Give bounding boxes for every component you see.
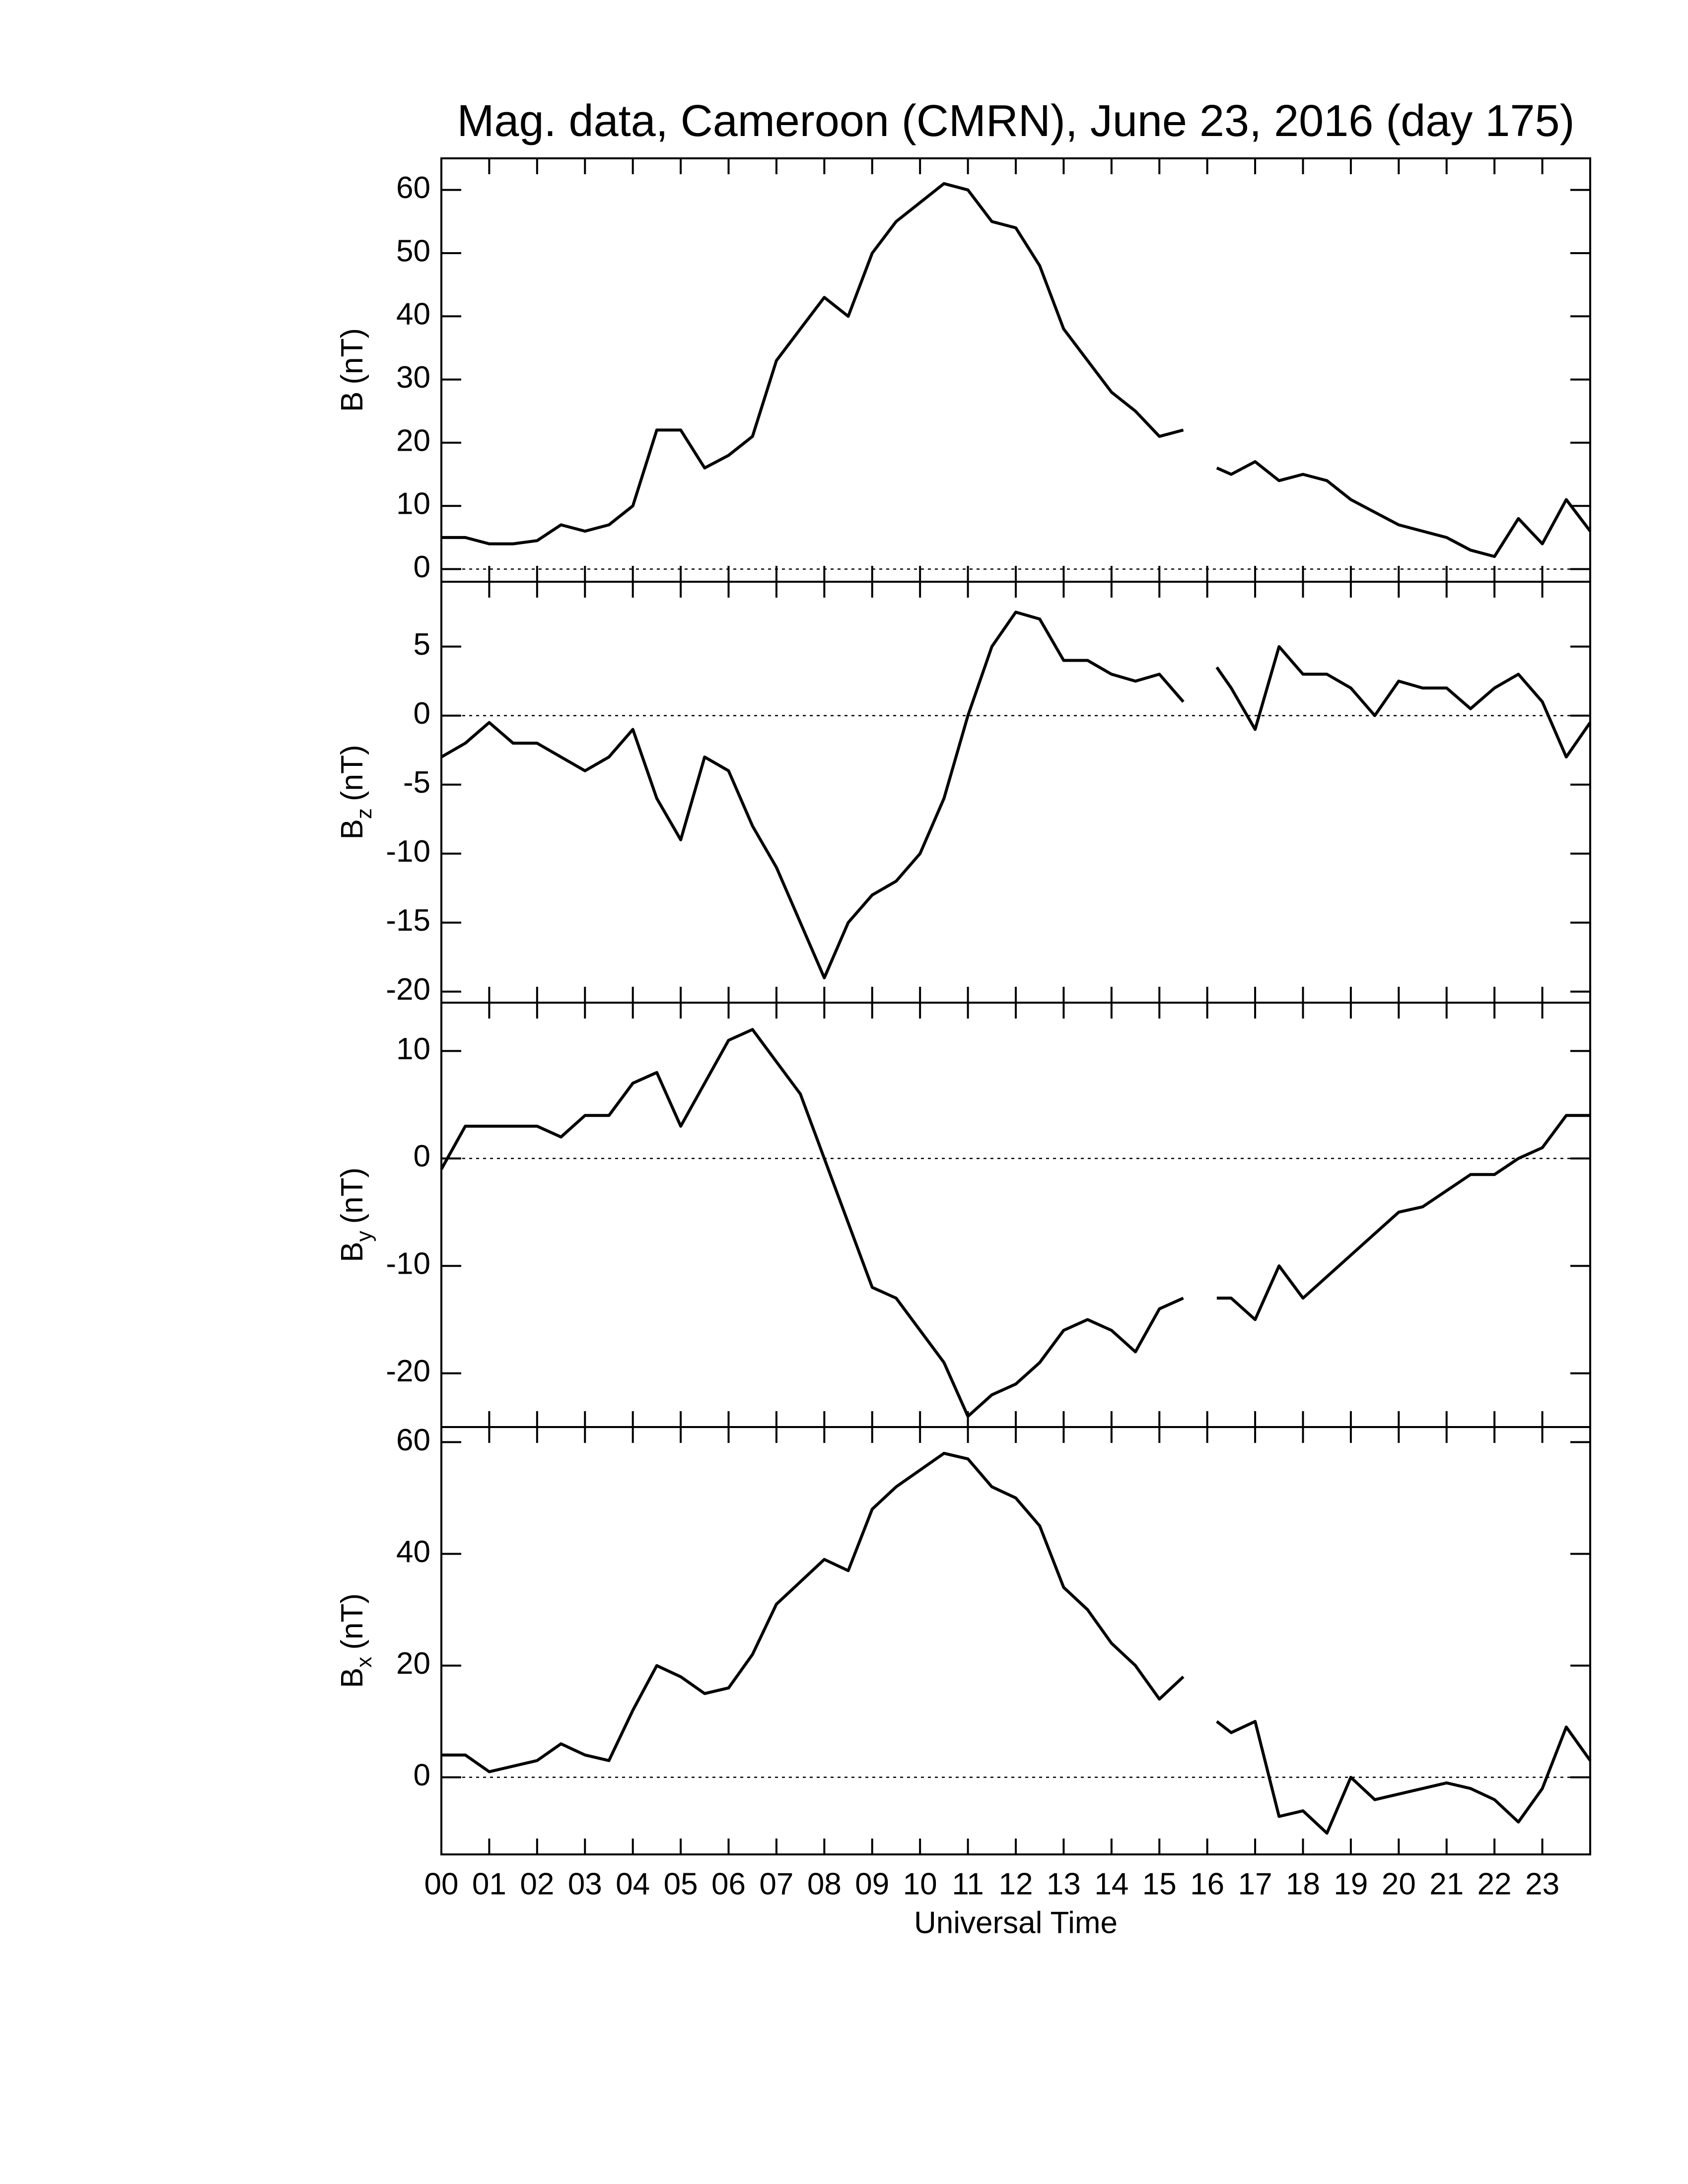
x-tick-label: 21: [1429, 1867, 1464, 1901]
y-axis-label: Bz (nT): [335, 745, 376, 839]
x-tick-label: 01: [472, 1867, 506, 1901]
y-tick-label: -10: [386, 834, 430, 869]
y-tick-label: 40: [396, 1535, 430, 1569]
y-tick-label: 20: [396, 1646, 430, 1681]
y-tick-label: 60: [396, 171, 430, 205]
y-axis-label: By (nT): [335, 1167, 376, 1262]
y-axis-label: B (nT): [335, 328, 369, 412]
y-axis-label-symbol: B: [335, 392, 369, 412]
y-tick-label: 20: [396, 423, 430, 458]
y-axis-label-unit: (nT): [335, 1593, 369, 1650]
y-tick-label: -20: [386, 972, 430, 1007]
x-tick-label: 22: [1477, 1867, 1512, 1901]
y-tick-label: -5: [403, 765, 430, 800]
y-tick-label: 0: [414, 550, 430, 584]
y-axis-label-subscript: z: [352, 808, 376, 819]
panel: 0 10 20 30 40 50 60 B (nT): [335, 157, 1592, 584]
y-tick-label: 30: [396, 360, 430, 395]
panel: -20 -10 0 10 By (nT): [335, 1002, 1591, 1428]
chart-title: Mag. data, Cameroon (CMRN), June 23, 201…: [457, 96, 1574, 146]
data-line: [440, 611, 1592, 979]
x-tick-label: 18: [1286, 1867, 1320, 1901]
y-tick-label: 5: [414, 627, 430, 662]
y-tick-label: -10: [386, 1247, 430, 1281]
y-tick-label: 0: [414, 696, 430, 731]
y-tick-label: 10: [396, 487, 430, 521]
y-axis-label-subscript: x: [352, 1657, 376, 1668]
data-line: [441, 182, 1592, 558]
x-tick-label: 11: [952, 1867, 984, 1901]
x-tick-label: 05: [664, 1867, 698, 1901]
x-tick-label: 00: [424, 1867, 459, 1901]
plot-frame: [440, 581, 1591, 1004]
x-tick-label: 10: [903, 1867, 937, 1901]
x-tick-label: 23: [1525, 1867, 1559, 1901]
y-axis-label-symbol: B: [335, 1668, 369, 1688]
y-tick-label: 40: [396, 297, 430, 332]
y-axis-label: Bx (nT): [335, 1593, 376, 1688]
x-tick-label: 04: [616, 1867, 650, 1901]
x-tick-label: 17: [1238, 1867, 1272, 1901]
y-axis-label-unit: (nT): [335, 745, 369, 801]
x-tick-label: 02: [520, 1867, 554, 1901]
x-tick-label: 08: [807, 1867, 842, 1901]
x-tick-label: 09: [855, 1867, 889, 1901]
y-tick-label: 0: [414, 1139, 430, 1173]
panel: 0 20 40 60 00 01 02 03 04 05 06 07 08 09 10 11 12 13 14 15 1…: [335, 1423, 1592, 1940]
x-tick-label: 20: [1382, 1867, 1416, 1901]
y-tick-label: -20: [386, 1354, 430, 1388]
x-tick-label: 14: [1094, 1867, 1128, 1901]
x-tick-label: 06: [711, 1867, 746, 1901]
y-tick-label: 50: [396, 234, 430, 268]
y-tick-label: 0: [414, 1758, 430, 1792]
y-tick-label: 60: [396, 1423, 430, 1457]
y-axis-label-unit: (nT): [335, 328, 369, 385]
x-tick-label: 16: [1190, 1867, 1224, 1901]
plot-frame: [440, 1426, 1591, 1855]
data-line: [440, 1028, 1590, 1418]
data-line: [441, 1451, 1592, 1835]
x-tick-label: 19: [1334, 1867, 1368, 1901]
x-tick-label: 07: [759, 1867, 793, 1901]
x-tick-label: 03: [568, 1867, 602, 1901]
panel: -20 -15 -10 -5 0 5 Bz (nT): [335, 581, 1592, 1007]
x-tick-label: 13: [1047, 1867, 1081, 1901]
y-axis-label-symbol: B: [335, 819, 369, 839]
plot-frame: [440, 157, 1591, 583]
y-axis-label-subscript: y: [352, 1231, 376, 1242]
plot-frame: [440, 1002, 1591, 1428]
y-tick-label: -15: [386, 903, 430, 938]
x-tick-label: 15: [1142, 1867, 1177, 1901]
x-tick-label: 12: [999, 1867, 1033, 1901]
y-tick-label: 10: [396, 1032, 430, 1066]
y-axis-label-symbol: B: [335, 1242, 369, 1262]
x-axis-label: Universal Time: [914, 1906, 1118, 1940]
y-axis-label-unit: (nT): [335, 1167, 369, 1224]
